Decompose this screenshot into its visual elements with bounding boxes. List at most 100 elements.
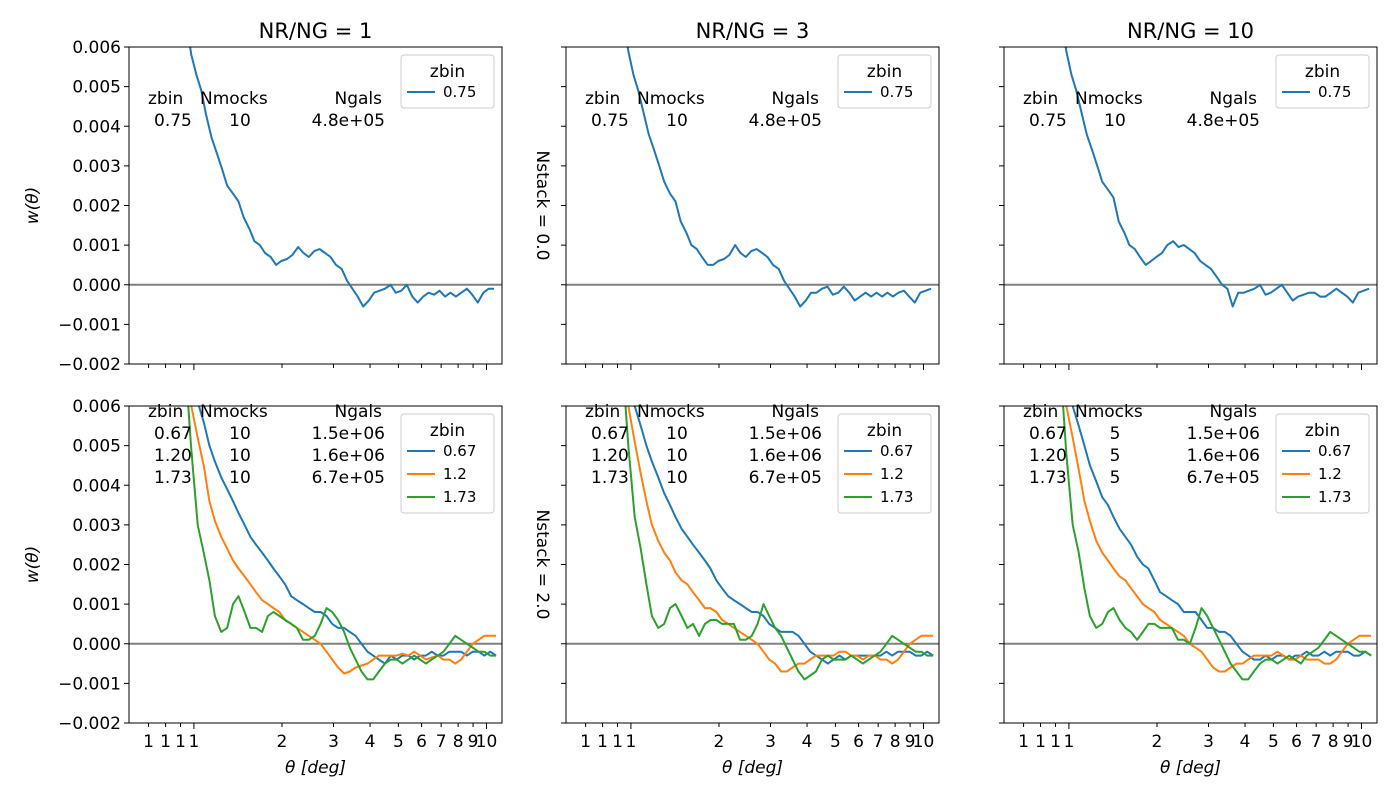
y-axis-label: w(θ): [23, 546, 43, 584]
x-tick-label: 6: [853, 732, 864, 752]
y-tick-label: 0.001: [72, 595, 121, 615]
legend-label: 0.67: [1318, 442, 1351, 460]
table-cell-ngals: 1.5e+06: [312, 424, 385, 444]
series-line-0.75: [626, 47, 932, 308]
series-line-0.67: [633, 406, 934, 665]
table-cell-zbin: 1.20: [591, 446, 629, 466]
table-cell-ngals: 6.7e+05: [749, 468, 822, 488]
table-header: zbin: [1023, 89, 1058, 109]
table-header: Nmocks: [1075, 89, 1143, 109]
y-tick-label: −0.001: [58, 315, 121, 335]
table-cell-nmocks: 10: [666, 468, 688, 488]
y-tick-label: 0.005: [72, 78, 121, 98]
table-cell-ngals: 4.8e+05: [312, 111, 385, 131]
table-header: Nmocks: [1075, 402, 1143, 422]
table-header: Nmocks: [637, 402, 705, 422]
y-tick-label: −0.002: [58, 355, 121, 375]
table-cell-ngals: 6.7e+05: [312, 468, 385, 488]
legend-label: 1.73: [880, 488, 913, 506]
table-cell-nmocks: 10: [666, 446, 688, 466]
legend-box: [400, 54, 495, 109]
table-cell-zbin: 1.20: [154, 446, 192, 466]
table-header: Nmocks: [200, 89, 268, 109]
table-cell-nmocks: 5: [1110, 446, 1121, 466]
x-tick-label: 9: [1343, 732, 1354, 752]
x-tick-label: 4: [365, 732, 376, 752]
x-tick-label: 10: [913, 732, 935, 752]
legend-title: zbin: [1305, 421, 1340, 441]
legend-title: zbin: [430, 421, 465, 441]
x-tick-label: 4: [802, 732, 813, 752]
legend-title: zbin: [1305, 62, 1340, 82]
table-cell-nmocks: 10: [229, 424, 251, 444]
y-tick-label: 0.006: [72, 38, 121, 58]
legend-title: zbin: [867, 421, 902, 441]
x-tick-label: 1: [612, 732, 623, 752]
series-line-1.73: [1062, 406, 1372, 681]
table-header: Ngals: [334, 402, 382, 422]
x-tick-label: 10: [476, 732, 498, 752]
series-line-1.2: [627, 406, 934, 673]
x-tick-label: 2: [277, 732, 288, 752]
y-tick-label: −0.001: [58, 674, 121, 694]
y-tick-label: 0.002: [72, 556, 121, 576]
x-tick-label: 7: [436, 732, 447, 752]
column-title: NR/NG = 3: [696, 19, 810, 43]
subplot-1-1: 0.006 0.005 0.004 0.003 0.002 0.001 0.000 −0.00…: [23, 38, 503, 375]
table-header: zbin: [148, 89, 183, 109]
table-cell-zbin: 1.73: [591, 468, 629, 488]
series-line-1.73: [624, 406, 934, 681]
table-cell-ngals: 1.5e+06: [749, 424, 822, 444]
x-tick-label: 7: [873, 732, 884, 752]
series-line-0.75: [189, 47, 495, 308]
table-cell-nmocks: 10: [229, 468, 251, 488]
table-header: Ngals: [334, 89, 382, 109]
x-tick-label: 10: [1351, 732, 1373, 752]
legend-label: 1.73: [443, 488, 476, 506]
x-tick-label: 3: [765, 732, 776, 752]
x-tick-label: 4: [1240, 732, 1251, 752]
table-cell-zbin: 1.20: [1029, 446, 1067, 466]
x-tick-label: 3: [1203, 732, 1214, 752]
table-header: zbin: [1023, 402, 1058, 422]
x-tick-label: 3: [328, 732, 339, 752]
x-tick-label: 6: [1291, 732, 1302, 752]
series-line-0.75: [1064, 47, 1370, 308]
x-tick-label: 8: [1328, 732, 1339, 752]
table-cell-ngals: 6.7e+05: [1187, 468, 1260, 488]
x-tick-label: 1: [1035, 732, 1046, 752]
x-tick-label: 8: [453, 732, 464, 752]
x-tick-label: 1: [143, 732, 154, 752]
x-tick-label: 1: [175, 732, 186, 752]
table-cell-ngals: 1.6e+06: [749, 446, 822, 466]
x-tick-label: 1: [625, 732, 636, 752]
y-tick-label: 0.005: [72, 437, 121, 457]
table-cell-nmocks: 10: [229, 446, 251, 466]
y-tick-label: 0.003: [72, 516, 121, 536]
legend-label: 0.75: [1318, 83, 1351, 101]
table-cell-ngals: 1.5e+06: [1187, 424, 1260, 444]
table-cell-nmocks: 10: [1104, 111, 1126, 131]
y-tick-label: 0.000: [72, 635, 121, 655]
x-tick-label: 9: [468, 732, 479, 752]
y-tick-label: 0.006: [72, 397, 121, 417]
table-cell-ngals: 1.6e+06: [312, 446, 385, 466]
x-tick-label: 7: [1311, 732, 1322, 752]
x-tick-label: 1: [1018, 732, 1029, 752]
table-cell-nmocks: 5: [1110, 468, 1121, 488]
legend-box: [837, 413, 932, 514]
table-cell-zbin: 0.75: [154, 111, 192, 131]
legend-label: 1.2: [880, 465, 904, 483]
row-label: Nstack = 0.0: [532, 151, 552, 261]
legend-label: 0.67: [443, 442, 476, 460]
table-header: Ngals: [1209, 402, 1257, 422]
y-axis-label: w(θ): [23, 187, 43, 225]
